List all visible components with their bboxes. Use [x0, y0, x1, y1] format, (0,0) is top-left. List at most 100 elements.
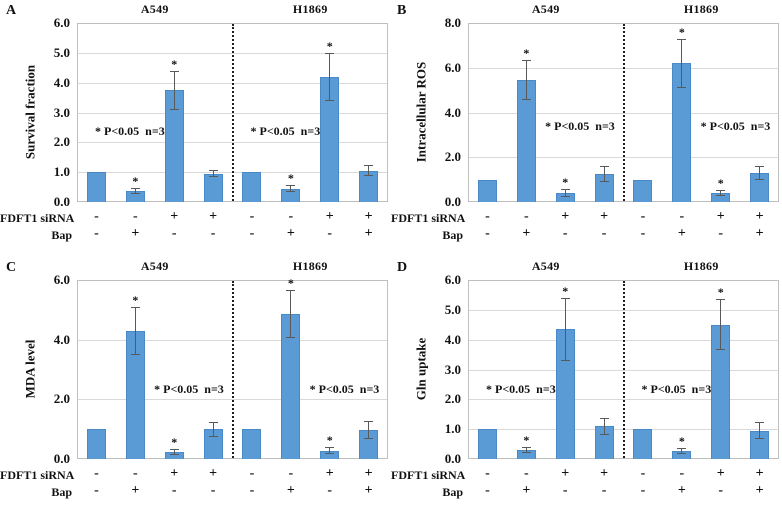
- treatment-symbol: -: [94, 466, 99, 481]
- error-bar: [759, 422, 761, 439]
- panel-D: D Gln uptake 0.0 1.0 2.0 3.0 4.0 5.0 6.0 A549 * P<…: [391, 257, 782, 514]
- treatment-symbol: -: [601, 483, 607, 498]
- panel-A: A Survival fraction 0.0 1.0 2.0 3.0 4.0 5.0 6.0 A…: [0, 0, 391, 257]
- error-bar-cap: [169, 449, 179, 451]
- error-bar-cap: [677, 86, 687, 88]
- treatment-symbol: -: [94, 226, 99, 241]
- treatment-symbol: +: [131, 483, 140, 498]
- treatment-symbol: +: [364, 483, 373, 498]
- error-bar: [134, 187, 136, 194]
- bar: [477, 179, 497, 202]
- treatment-symbol: -: [249, 466, 255, 481]
- significance-asterisk: *: [562, 283, 569, 298]
- treatment-symbol: -: [562, 226, 568, 241]
- error-bar-cap: [286, 337, 296, 339]
- error-bar: [173, 449, 175, 456]
- y-tick-label: 0.0: [444, 194, 461, 209]
- error-bar: [759, 166, 761, 180]
- treatment-symbol: +: [364, 209, 373, 224]
- y-tick-label: 2.0: [53, 391, 70, 407]
- significance-note: * P<0.05 n=3: [545, 119, 615, 134]
- group-title: H1869: [292, 2, 328, 16]
- error-bar-cap: [169, 70, 179, 72]
- error-bar-cap: [560, 359, 570, 361]
- treatment-symbol: -: [679, 466, 685, 481]
- treatment-symbol: -: [485, 226, 490, 241]
- treatment-symbol: -: [171, 483, 177, 498]
- error-bar-cap: [169, 108, 179, 110]
- error-bar-cap: [364, 421, 374, 423]
- error-bar-cap: [325, 453, 335, 455]
- group-title: H1869: [292, 259, 328, 273]
- group-title: A549: [531, 259, 560, 273]
- y-tick-label: 5.0: [444, 301, 461, 317]
- significance-asterisk: *: [287, 170, 294, 185]
- error-bar: [564, 189, 566, 198]
- treatment-symbol: +: [325, 209, 334, 224]
- error-bar-cap: [521, 99, 531, 101]
- error-bar: [368, 421, 370, 439]
- error-bar: [290, 290, 292, 339]
- treatment-symbol: +: [170, 209, 179, 224]
- treatment-symbol: -: [718, 483, 724, 498]
- x-row-label: FDFT1 siRNA: [0, 468, 75, 482]
- error-bar-cap: [286, 290, 296, 292]
- error-bar-cap: [755, 438, 765, 439]
- bar: [242, 429, 262, 459]
- significance-asterisk: *: [678, 24, 685, 39]
- panel-letter: B: [397, 3, 407, 18]
- treatment-symbol: -: [523, 209, 529, 224]
- significance-asterisk: *: [171, 435, 178, 450]
- group-title: A549: [140, 2, 169, 16]
- error-bar-cap: [130, 192, 140, 194]
- significance-note: * P<0.05 n=3: [95, 123, 165, 138]
- error-bar-cap: [286, 191, 296, 193]
- y-tick-label: 8.0: [444, 15, 461, 30]
- error-bar: [173, 70, 175, 110]
- error-bar-cap: [560, 196, 570, 198]
- significance-note: * P<0.05 n=3: [486, 382, 556, 397]
- significance-asterisk: *: [326, 38, 333, 53]
- treatment-symbol: +: [600, 209, 609, 224]
- significance-asterisk: *: [132, 173, 139, 188]
- error-bar: [720, 189, 722, 197]
- error-bar: [329, 52, 331, 101]
- error-bar-cap: [325, 447, 335, 449]
- y-tick-label: 3.0: [444, 361, 461, 377]
- error-bar: [368, 165, 370, 177]
- y-tick-label: 4.0: [53, 74, 70, 90]
- significance-note: * P<0.05 n=3: [641, 382, 712, 397]
- y-tick-label: 0.0: [53, 451, 70, 466]
- y-tick-label: 0.0: [53, 194, 70, 209]
- panel-letter: D: [397, 260, 408, 275]
- bar: [242, 172, 262, 202]
- group-title: H1869: [683, 259, 719, 273]
- y-axis-label: MDA level: [22, 339, 37, 398]
- bar: [86, 172, 106, 202]
- panel-C: C MDA level 0.0 2.0 4.0 6.0 A549 * P<0.05 n=3 - -…: [0, 257, 391, 514]
- significance-note: * P<0.05 n=3: [154, 382, 224, 397]
- error-bar-cap: [599, 417, 609, 419]
- significance-asterisk: *: [171, 56, 178, 71]
- y-tick-label: 4.0: [53, 331, 70, 347]
- treatment-symbol: +: [755, 226, 764, 241]
- error-bar-cap: [521, 447, 531, 449]
- error-bar: [212, 170, 214, 178]
- treatment-symbol: -: [249, 209, 255, 224]
- error-bar: [720, 299, 722, 351]
- y-tick-label: 2.0: [444, 149, 461, 165]
- error-bar-cap: [325, 52, 335, 54]
- error-bar-cap: [130, 306, 140, 308]
- treatment-symbol: +: [755, 466, 764, 481]
- treatment-symbol: -: [327, 483, 333, 498]
- treatment-symbol: -: [288, 466, 294, 481]
- treatment-symbol: -: [640, 209, 646, 224]
- y-tick-label: 6.0: [53, 272, 70, 287]
- treatment-symbol: +: [716, 209, 725, 224]
- error-bar: [525, 447, 527, 454]
- bar: [477, 429, 497, 459]
- error-bar-cap: [677, 447, 687, 449]
- error-bar-cap: [599, 433, 609, 435]
- significance-asterisk: *: [523, 45, 530, 60]
- y-tick-label: 6.0: [53, 15, 70, 30]
